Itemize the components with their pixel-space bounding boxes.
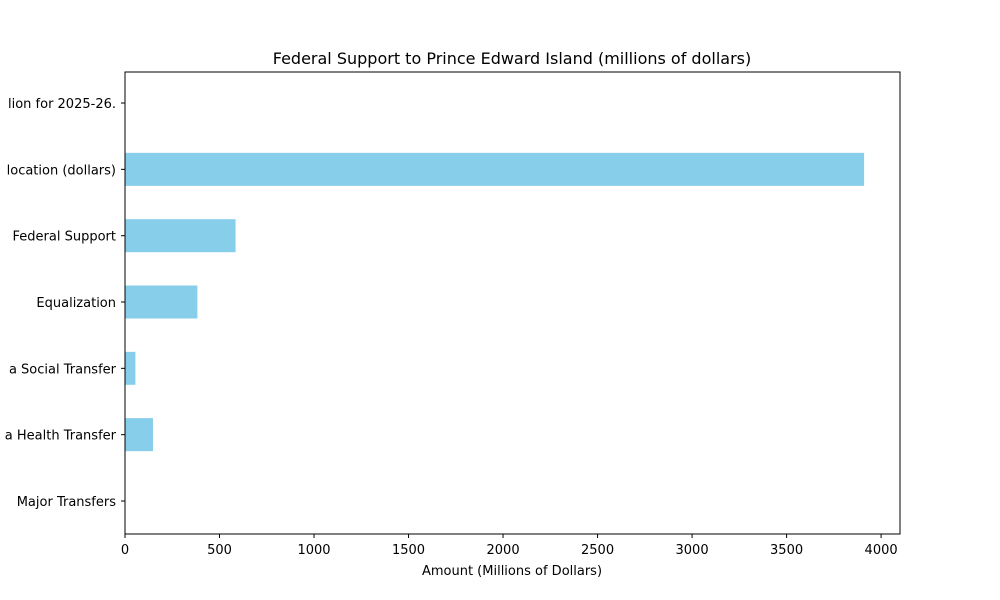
x-tick-label: 1000 bbox=[297, 543, 330, 558]
x-tick-label: 1500 bbox=[392, 543, 425, 558]
x-tick-label: 2000 bbox=[487, 543, 520, 558]
x-tick-label: 4000 bbox=[865, 543, 898, 558]
bar bbox=[125, 285, 198, 319]
x-tick-label: 0 bbox=[121, 543, 129, 558]
bar bbox=[125, 152, 865, 186]
y-tick-label: Major Transfers bbox=[17, 495, 116, 510]
bars-group bbox=[125, 152, 865, 452]
x-axis-ticks: 0 500 1000 1500 2000 2500 3000 3500 4000 bbox=[121, 534, 898, 558]
y-tick-label: a Social Transfer bbox=[9, 362, 117, 377]
x-axis-label: Amount (Millions of Dollars) bbox=[422, 564, 602, 579]
y-axis-ticks: Major Transfers a Health Transfer a Social… bbox=[5, 97, 125, 510]
y-tick-label: location (dollars) bbox=[7, 163, 116, 178]
y-tick-label: Federal Support bbox=[13, 230, 116, 245]
plot-frame bbox=[124, 71, 901, 535]
x-tick-label: 500 bbox=[207, 543, 232, 558]
chart-title: Federal Support to Prince Edward Island … bbox=[273, 49, 751, 68]
bar bbox=[125, 418, 153, 452]
bar bbox=[125, 351, 136, 385]
x-tick-label: 3000 bbox=[676, 543, 709, 558]
y-tick-label: Equalization bbox=[36, 296, 116, 311]
x-tick-label: 2500 bbox=[581, 543, 614, 558]
x-tick-label: 3500 bbox=[770, 543, 803, 558]
y-tick-label: lion for 2025-26. bbox=[8, 97, 116, 112]
bar bbox=[125, 219, 236, 253]
y-tick-label: a Health Transfer bbox=[5, 429, 117, 444]
